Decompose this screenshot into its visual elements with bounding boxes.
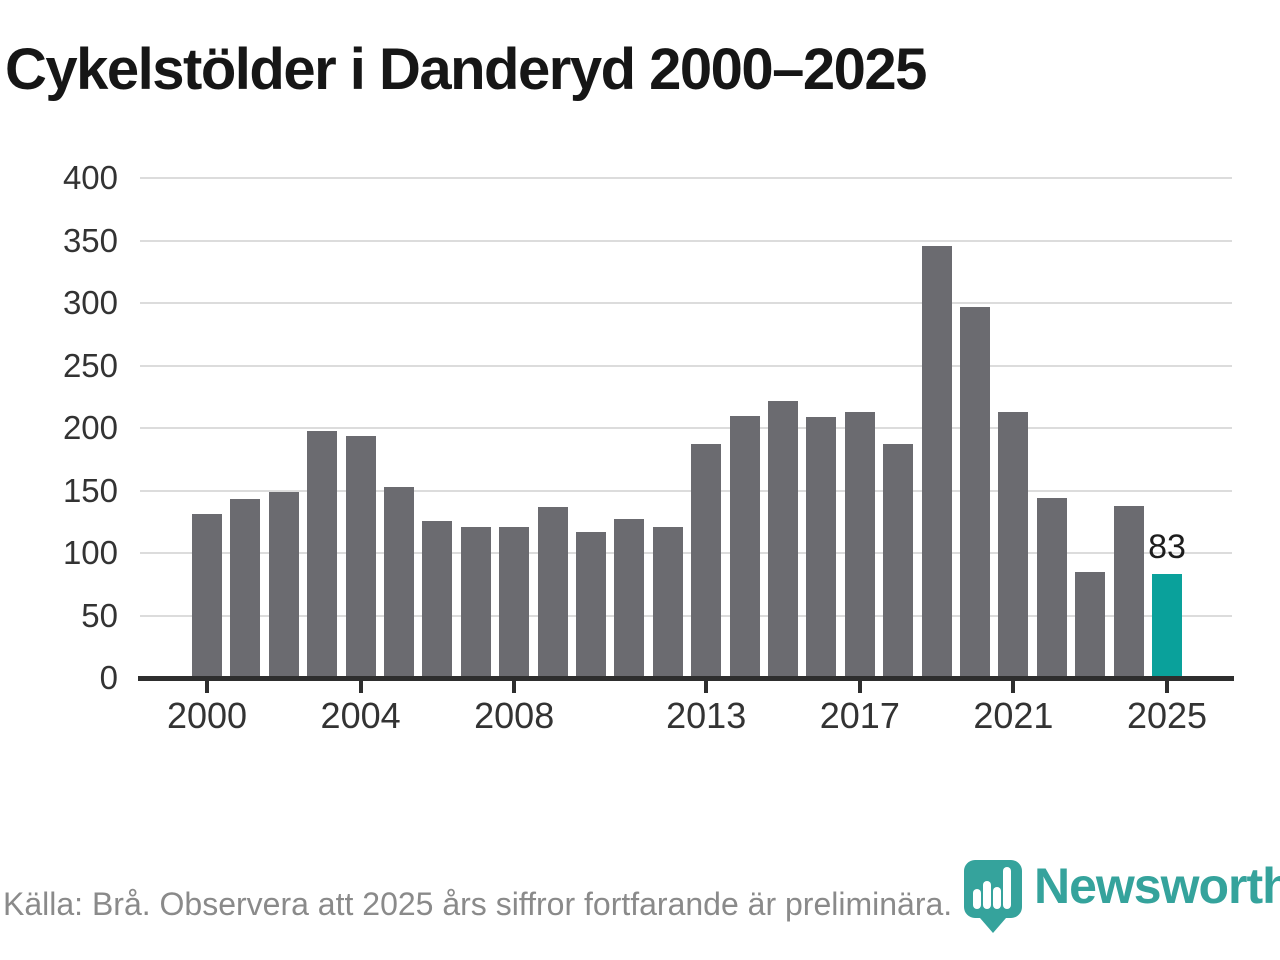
bar-2009	[537, 506, 568, 678]
gridline-350	[140, 239, 1232, 242]
bar-2018	[883, 444, 914, 678]
gridline-300	[140, 302, 1232, 304]
x-tick-2025	[1165, 681, 1169, 693]
gridline-50	[140, 614, 1232, 617]
bar-2008	[499, 526, 530, 678]
y-tick-label-200: 200	[62, 409, 118, 446]
source-note: Källa: Brå. Observera att 2025 års siffr…	[3, 886, 953, 922]
x-tick-label-2025: 2025	[1126, 695, 1208, 736]
bar-2007	[460, 526, 491, 678]
bar-2021	[998, 411, 1029, 678]
bar-2022	[1036, 498, 1067, 678]
y-tick-label-0: 0	[99, 659, 118, 696]
x-tick-label-2017: 2017	[819, 695, 900, 736]
bar-2020	[960, 306, 990, 678]
bar-2016	[806, 416, 837, 678]
x-tick-2000	[205, 681, 209, 693]
y-tick-label-50: 50	[81, 596, 118, 634]
gridline-150	[140, 489, 1232, 492]
bar-2002	[268, 491, 299, 678]
y-tick-label-300: 300	[62, 284, 118, 321]
bar-2006	[422, 520, 453, 678]
newsworthy-pin-icon	[964, 860, 1022, 933]
bar-2015	[768, 400, 798, 678]
x-tick-label-2021: 2021	[973, 695, 1054, 736]
newsworthy-wordmark: Newsworthy	[1034, 858, 1280, 914]
bar-2013	[691, 444, 722, 678]
x-tick-label-2000: 2000	[166, 695, 248, 736]
y-tick-label-100: 100	[62, 534, 118, 571]
chart-title: Cykelstölder i Danderyd 2000–2025	[5, 37, 927, 102]
x-tick-2004	[358, 681, 363, 693]
x-axis-line	[138, 676, 1234, 681]
bar-2012	[652, 526, 683, 678]
x-tick-2008	[512, 681, 517, 693]
x-tick-label-2013: 2013	[666, 695, 747, 736]
x-tick-2017	[857, 681, 862, 693]
x-tick-label-2008: 2008	[474, 695, 555, 736]
bar-2011	[614, 519, 645, 678]
bar-2000	[192, 514, 222, 678]
bar-2019	[921, 245, 952, 678]
bar-2014	[729, 415, 760, 678]
bar-2010	[576, 531, 606, 678]
bar-2003	[307, 430, 338, 678]
y-tick-label-250: 250	[62, 346, 118, 384]
highlight-value-label: 83	[1148, 528, 1186, 567]
gridline-200	[140, 427, 1232, 429]
bar-2004	[345, 435, 376, 678]
x-tick-label-2004: 2004	[320, 695, 401, 736]
gridline-250	[140, 364, 1232, 367]
bar-2023	[1075, 571, 1106, 678]
newsworthy-logo: Newsworthy	[962, 858, 1280, 936]
y-tick-label-150: 150	[62, 471, 118, 509]
bar-2025	[1152, 574, 1182, 678]
x-tick-2013	[704, 681, 709, 693]
bar-2024	[1113, 505, 1144, 678]
y-tick-label-350: 350	[62, 221, 118, 259]
bar-2017	[844, 411, 875, 678]
y-tick-label-400: 400	[62, 159, 118, 196]
gridline-400	[140, 177, 1232, 179]
bar-2001	[230, 499, 261, 678]
bar-2005	[384, 486, 414, 678]
gridline-100	[140, 552, 1232, 554]
x-tick-2021	[1011, 681, 1016, 693]
